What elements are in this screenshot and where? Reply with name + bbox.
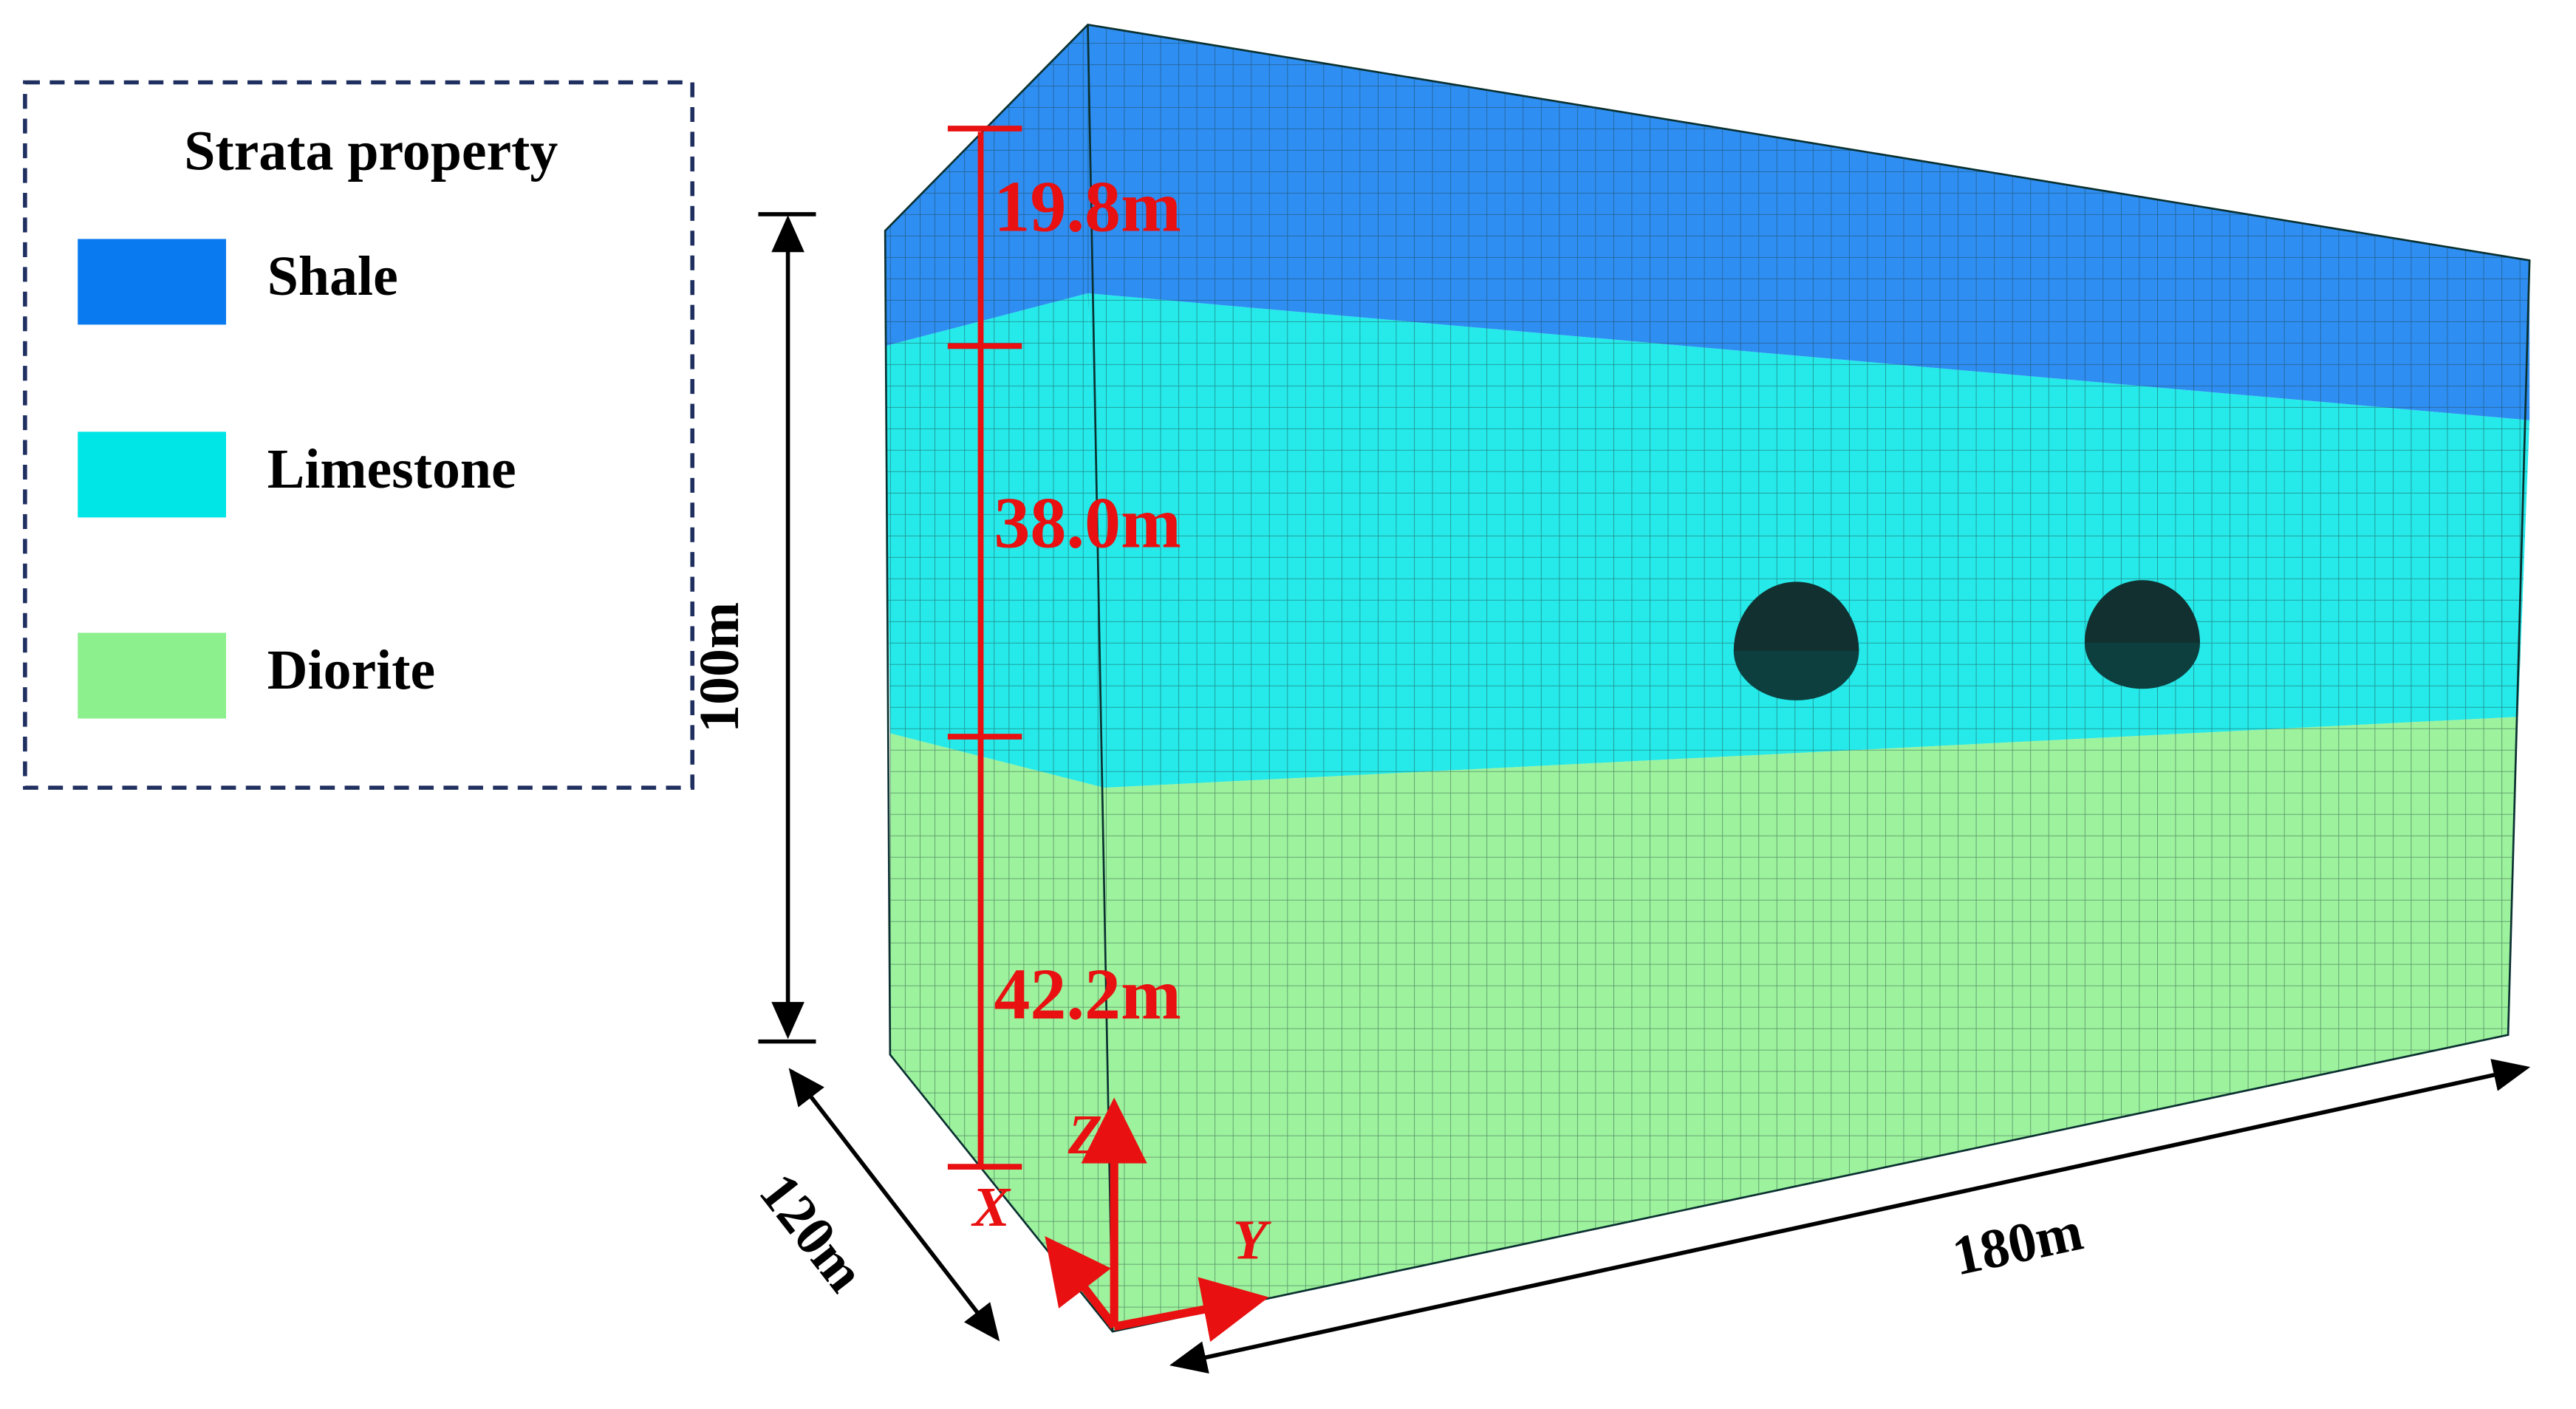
axis-label: X [971, 1176, 1011, 1238]
axis-label: Z [1067, 1104, 1102, 1166]
legend-swatch [78, 239, 227, 325]
mesh [889, 733, 1113, 1332]
mesh [885, 24, 1088, 347]
layer-thickness: 38.0m [994, 484, 1181, 564]
mesh [1087, 24, 2530, 420]
legend-label: Diorite [267, 639, 435, 701]
layer-thickness: 42.2m [994, 955, 1181, 1035]
legend: Shale Limestone Diorite [78, 239, 516, 719]
legend-swatch [78, 632, 227, 719]
legend-swatch [78, 431, 227, 518]
layer-thickness: 19.8m [994, 167, 1181, 247]
mesh [1104, 717, 2518, 1332]
height-label: 100m [689, 602, 751, 733]
axis-label: Y [1233, 1210, 1272, 1272]
tunnel [2084, 580, 2201, 643]
legend-label: Shale [267, 245, 398, 307]
tunnel [1733, 581, 1859, 652]
legend-box [23, 80, 694, 790]
coordinate-axes [1045, 1097, 1269, 1343]
mesh [885, 293, 1104, 788]
dimension-lines [758, 212, 2531, 1374]
length-label: 180m [1947, 1200, 2088, 1288]
legend-label: Limestone [267, 438, 516, 500]
width-label: 120m [748, 1162, 877, 1303]
layer-dimensions [947, 126, 1022, 1170]
legend-title: Strata property [184, 120, 558, 182]
